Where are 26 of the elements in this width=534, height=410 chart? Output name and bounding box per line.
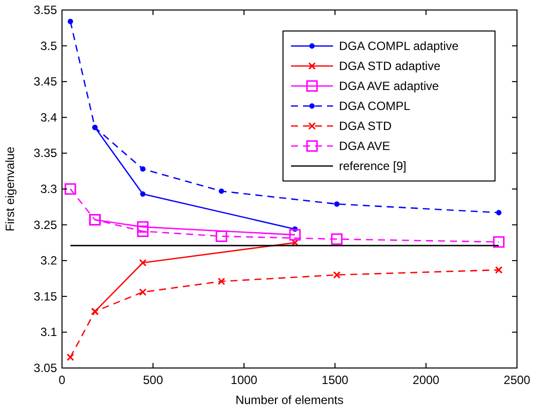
x-tick-label: 2000: [412, 373, 440, 387]
y-tick-label: 3.2: [40, 254, 58, 268]
y-tick-label: 3.35: [34, 146, 58, 160]
y-tick-label: 3.4: [40, 110, 58, 124]
legend-label: DGA COMPL adaptive: [339, 39, 459, 53]
y-axis-title: First eigenvalue: [3, 146, 17, 232]
y-tick-label: 3.15: [34, 289, 58, 304]
legend-label: reference [9]: [339, 159, 406, 173]
y-tick-label: 3.5: [40, 38, 58, 53]
legend-label: DGA STD: [339, 119, 392, 133]
legend-label: DGA STD adaptive: [339, 59, 441, 73]
legend-label: DGA COMPL: [339, 99, 411, 113]
y-tick-label: 3.25: [34, 218, 58, 232]
y-tick-label: 3.05: [34, 361, 58, 375]
x-tick-label: 1000: [230, 373, 258, 387]
legend-label: DGA AVE: [339, 139, 390, 153]
y-tick-label: 3.1: [40, 325, 58, 340]
x-tick-label: 0: [58, 373, 66, 387]
x-tick-label: 500: [142, 373, 164, 387]
x-tick-label: 1500: [322, 373, 349, 387]
y-tick-label: 3.55: [34, 3, 58, 17]
legend-label: DGA AVE adaptive: [339, 79, 440, 93]
x-axis-title: Number of elements: [235, 393, 344, 407]
y-tick-label: 3.3: [40, 182, 58, 196]
y-tick-label: 3.45: [34, 74, 58, 89]
x-tick-label: 2500: [504, 373, 531, 387]
